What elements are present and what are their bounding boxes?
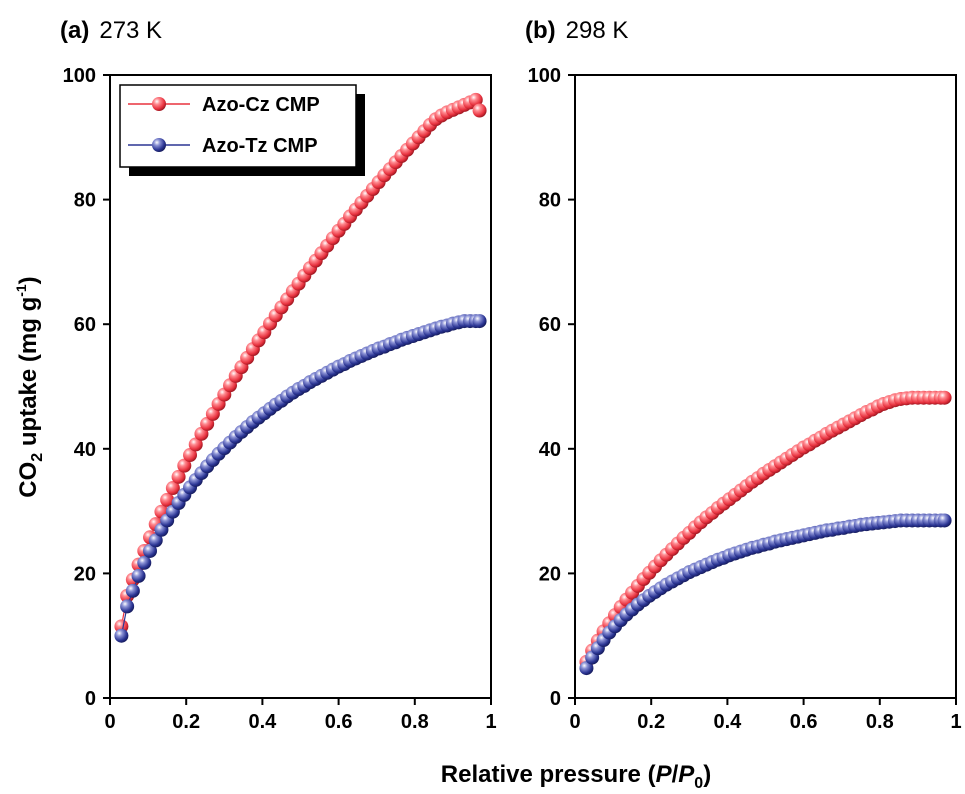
panel-b-line-azo-cz (585, 397, 945, 663)
panel-a-plot: 0 0.2 0.4 0.6 0.8 1 0 20 40 60 80 100 (63, 65, 497, 733)
panel-a-y-tick-label: 20 (74, 563, 96, 585)
panel-b-x-tick-label: 0.4 (713, 711, 742, 733)
panel-b-point-azo-tz (937, 513, 952, 528)
panel-a-y-tick-label: 60 (74, 314, 96, 336)
panel-a-y-tick-label: 100 (63, 65, 96, 87)
y-axis-title: CO2 uptake (mg g-1) (13, 276, 46, 497)
panel-a-point-azo-cz (468, 92, 483, 107)
panel-a-frame (109, 74, 492, 699)
panel-a-y-tick-label: 40 (74, 439, 96, 461)
panel-a-point-azo-tz (472, 314, 487, 329)
panel-a-x-tick-label: 0.8 (401, 711, 429, 733)
panel-a-point-azo-cz (160, 492, 175, 507)
panel-a-point-azo-tz (148, 533, 163, 548)
x-axis-title: Relative pressure (P/P0) (441, 761, 711, 792)
panel-b-y-tick-label: 0 (550, 688, 561, 710)
panel-a-x-tick-label: 1 (485, 711, 496, 733)
panel-a-point-azo-cz (165, 481, 180, 496)
panel-a-point-azo-tz (120, 599, 135, 614)
panel-b-y-tick-label: 20 (539, 563, 561, 585)
panel-a-point-azo-tz (114, 628, 129, 643)
panel-b-point-azo-tz (579, 661, 594, 676)
panel-a-x-tick-label: 0.2 (172, 711, 200, 733)
legend-label-azo-cz: Azo-Cz CMP (202, 94, 320, 116)
legend-label-azo-tz: Azo-Tz CMP (202, 135, 318, 157)
panel-b-plot: 0 0.2 0.4 0.6 0.8 1 0 20 40 60 80 100 (528, 65, 962, 733)
panel-b-point-azo-cz (937, 390, 952, 405)
panel-a-point-azo-cz (177, 458, 192, 473)
panel-a-point-azo-cz (171, 469, 186, 484)
legend-marker-azo-tz (152, 138, 166, 152)
panel-a-point-azo-cz (183, 448, 198, 463)
panel-a-point-azo-tz (143, 543, 158, 558)
panel-a-point-azo-cz (188, 437, 203, 452)
panel-b-y-tick-label: 100 (528, 65, 561, 87)
panel-a-point-azo-cz (472, 103, 487, 118)
panel-b-y-tick-label: 80 (539, 190, 561, 212)
panel-a-point-azo-tz (137, 555, 152, 570)
panel-b-x-tick-label: 0.6 (790, 711, 818, 733)
legend: Azo-Cz CMP Azo-Tz CMP (119, 84, 365, 176)
panel-a-x-tick-label: 0.6 (325, 711, 353, 733)
panel-b-frame (574, 74, 957, 699)
legend-marker-azo-cz (152, 97, 166, 111)
panel-a-x-tick-label: 0 (104, 711, 115, 733)
panel-a-line-azo-cz (120, 99, 481, 627)
panel-a-title: (a) 273 K (60, 17, 162, 44)
panel-b-y-tick-label: 40 (539, 439, 561, 461)
panel-b-x-tick-label: 1 (950, 711, 961, 733)
panel-b-x-tick-label: 0 (569, 711, 580, 733)
panel-a-point-azo-tz (125, 583, 140, 598)
panel-b-x-tick-label: 0.8 (866, 711, 894, 733)
panel-a-y-tick-label: 80 (74, 190, 96, 212)
panel-a-x-tick-label: 0.4 (248, 711, 277, 733)
panel-b-title: (b) 298 K (525, 17, 628, 44)
panel-a-point-azo-tz (131, 568, 146, 583)
panel-b-y-tick-label: 60 (539, 314, 561, 336)
panel-b-x-tick-label: 0.2 (637, 711, 665, 733)
panel-a-y-tick-label: 0 (85, 688, 96, 710)
